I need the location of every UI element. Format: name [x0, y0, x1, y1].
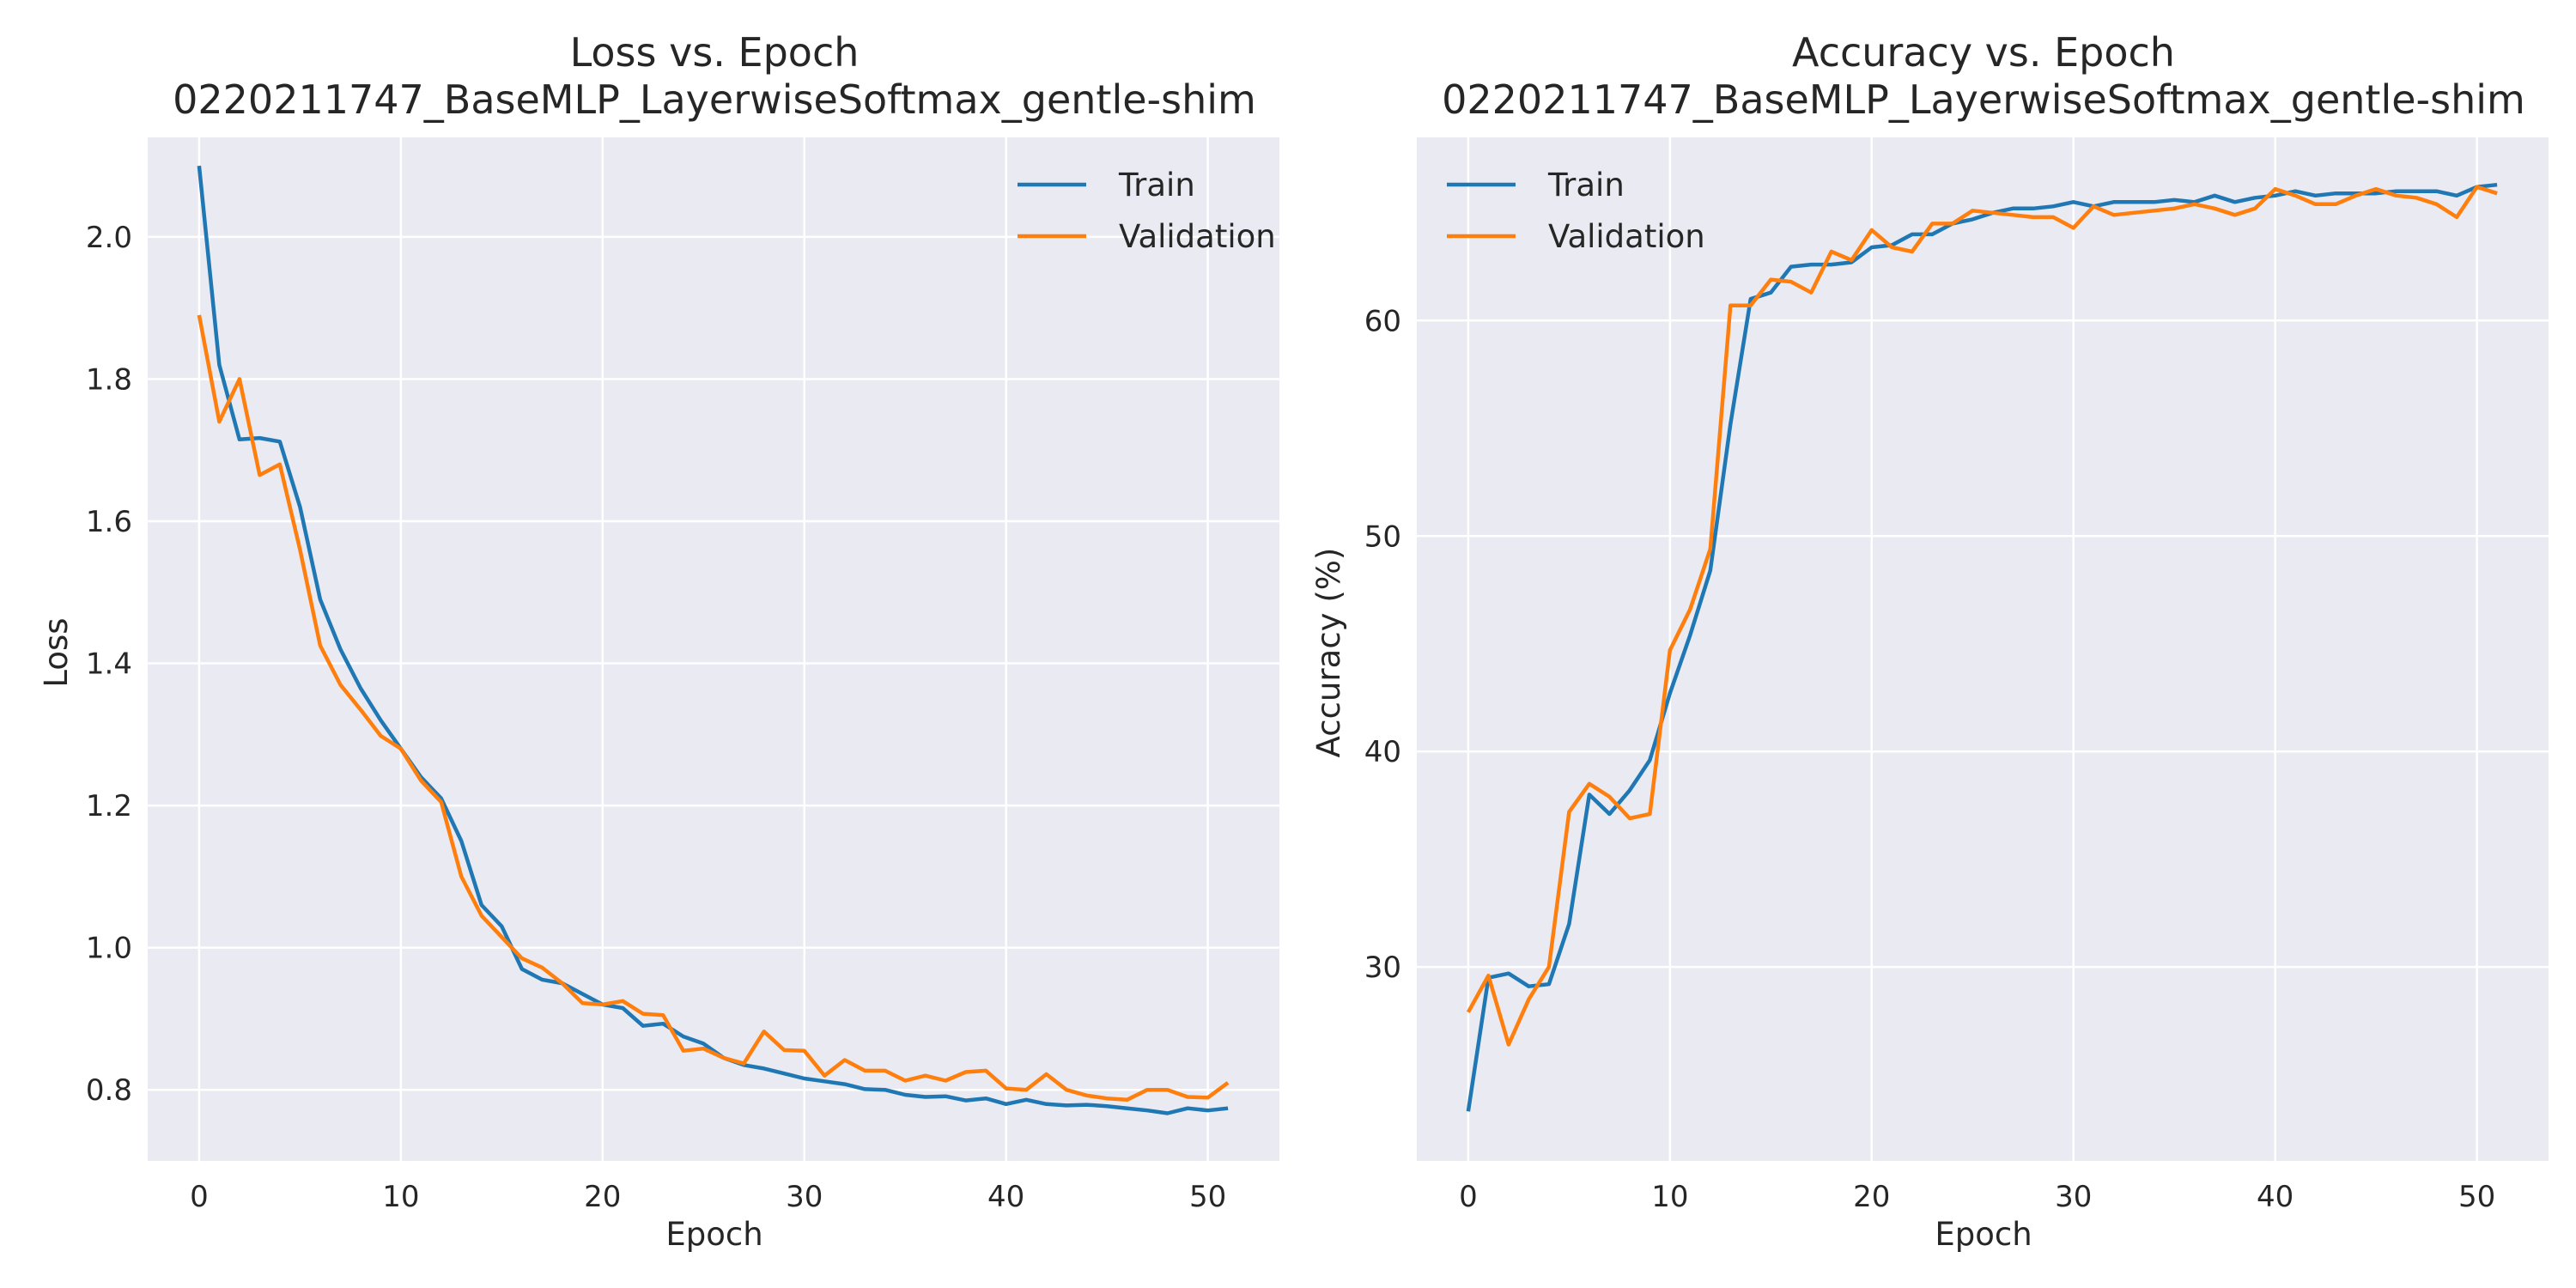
loss-y-tick-label: 0.8: [86, 1073, 132, 1108]
accuracy-x-axis-label: Epoch: [1935, 1216, 2032, 1253]
loss-x-tick-label: 40: [987, 1180, 1024, 1214]
accuracy-legend-label: Validation: [1548, 218, 1705, 255]
loss-y-tick-label: 2.0: [86, 221, 132, 255]
accuracy-x-tick-label: 20: [1853, 1180, 1890, 1214]
accuracy-x-tick-label: 30: [2055, 1180, 2092, 1214]
loss-y-tick-label: 1.8: [86, 362, 132, 397]
loss-series-train: [197, 165, 1229, 1115]
loss-chart: Loss vs. Epoch 0220211747_BaseMLP_Layerw…: [38, 29, 1279, 1253]
accuracy-legend-label: Train: [1547, 167, 1625, 204]
loss-x-tick-label: 0: [190, 1180, 209, 1214]
loss-x-tick-label: 10: [382, 1180, 419, 1214]
accuracy-y-tick-label: 50: [1364, 519, 1401, 554]
loss-chart-title: Loss vs. Epoch: [570, 29, 860, 76]
accuracy-series-train: [1466, 182, 2498, 1112]
loss-plot-area: 0 10 20 30 40 50 0.8 1.0 1.2 1.4 1.6 1.8 2.0 Train Val…: [86, 137, 1279, 1214]
loss-x-axis-label: Epoch: [665, 1216, 762, 1253]
accuracy-chart: Accuracy vs. Epoch 0220211747_BaseMLP_La…: [1310, 29, 2549, 1253]
accuracy-y-tick-label: 30: [1364, 951, 1401, 985]
loss-y-tick-label: 1.2: [86, 789, 132, 823]
loss-plot-background: [148, 137, 1279, 1161]
loss-x-tick-label: 30: [786, 1180, 823, 1214]
loss-y-tick-label: 1.4: [86, 647, 132, 682]
loss-chart-subtitle: 0220211747_BaseMLP_LayerwiseSoftmax_gent…: [173, 76, 1256, 123]
accuracy-y-axis-label: Accuracy (%): [1310, 548, 1347, 758]
accuracy-x-tick-label: 0: [1459, 1180, 1478, 1214]
loss-x-tick-label: 20: [584, 1180, 621, 1214]
accuracy-chart-subtitle: 0220211747_BaseMLP_LayerwiseSoftmax_gent…: [1442, 76, 2525, 123]
accuracy-y-tick-label: 60: [1364, 304, 1401, 338]
accuracy-chart-title: Accuracy vs. Epoch: [1792, 29, 2175, 76]
loss-y-axis-label: Loss: [38, 617, 75, 687]
loss-y-tick-label: 1.6: [86, 505, 132, 539]
loss-series-validation: [197, 314, 1230, 1103]
accuracy-series-validation: [1466, 185, 2498, 1047]
accuracy-y-tick-label: 40: [1364, 735, 1401, 769]
accuracy-x-tick-label: 10: [1651, 1180, 1688, 1214]
accuracy-x-tick-label: 40: [2257, 1180, 2293, 1214]
loss-x-tick-label: 50: [1189, 1180, 1226, 1214]
loss-legend-label: Train: [1118, 167, 1195, 204]
accuracy-plot-background: [1417, 137, 2549, 1161]
accuracy-plot-area: 0 10 20 30 40 50 30 40 50 60 Train Validation: [1364, 137, 2549, 1214]
accuracy-x-tick-label: 50: [2458, 1180, 2495, 1214]
loss-y-tick-label: 1.0: [86, 932, 132, 966]
loss-legend-label: Validation: [1119, 218, 1276, 255]
